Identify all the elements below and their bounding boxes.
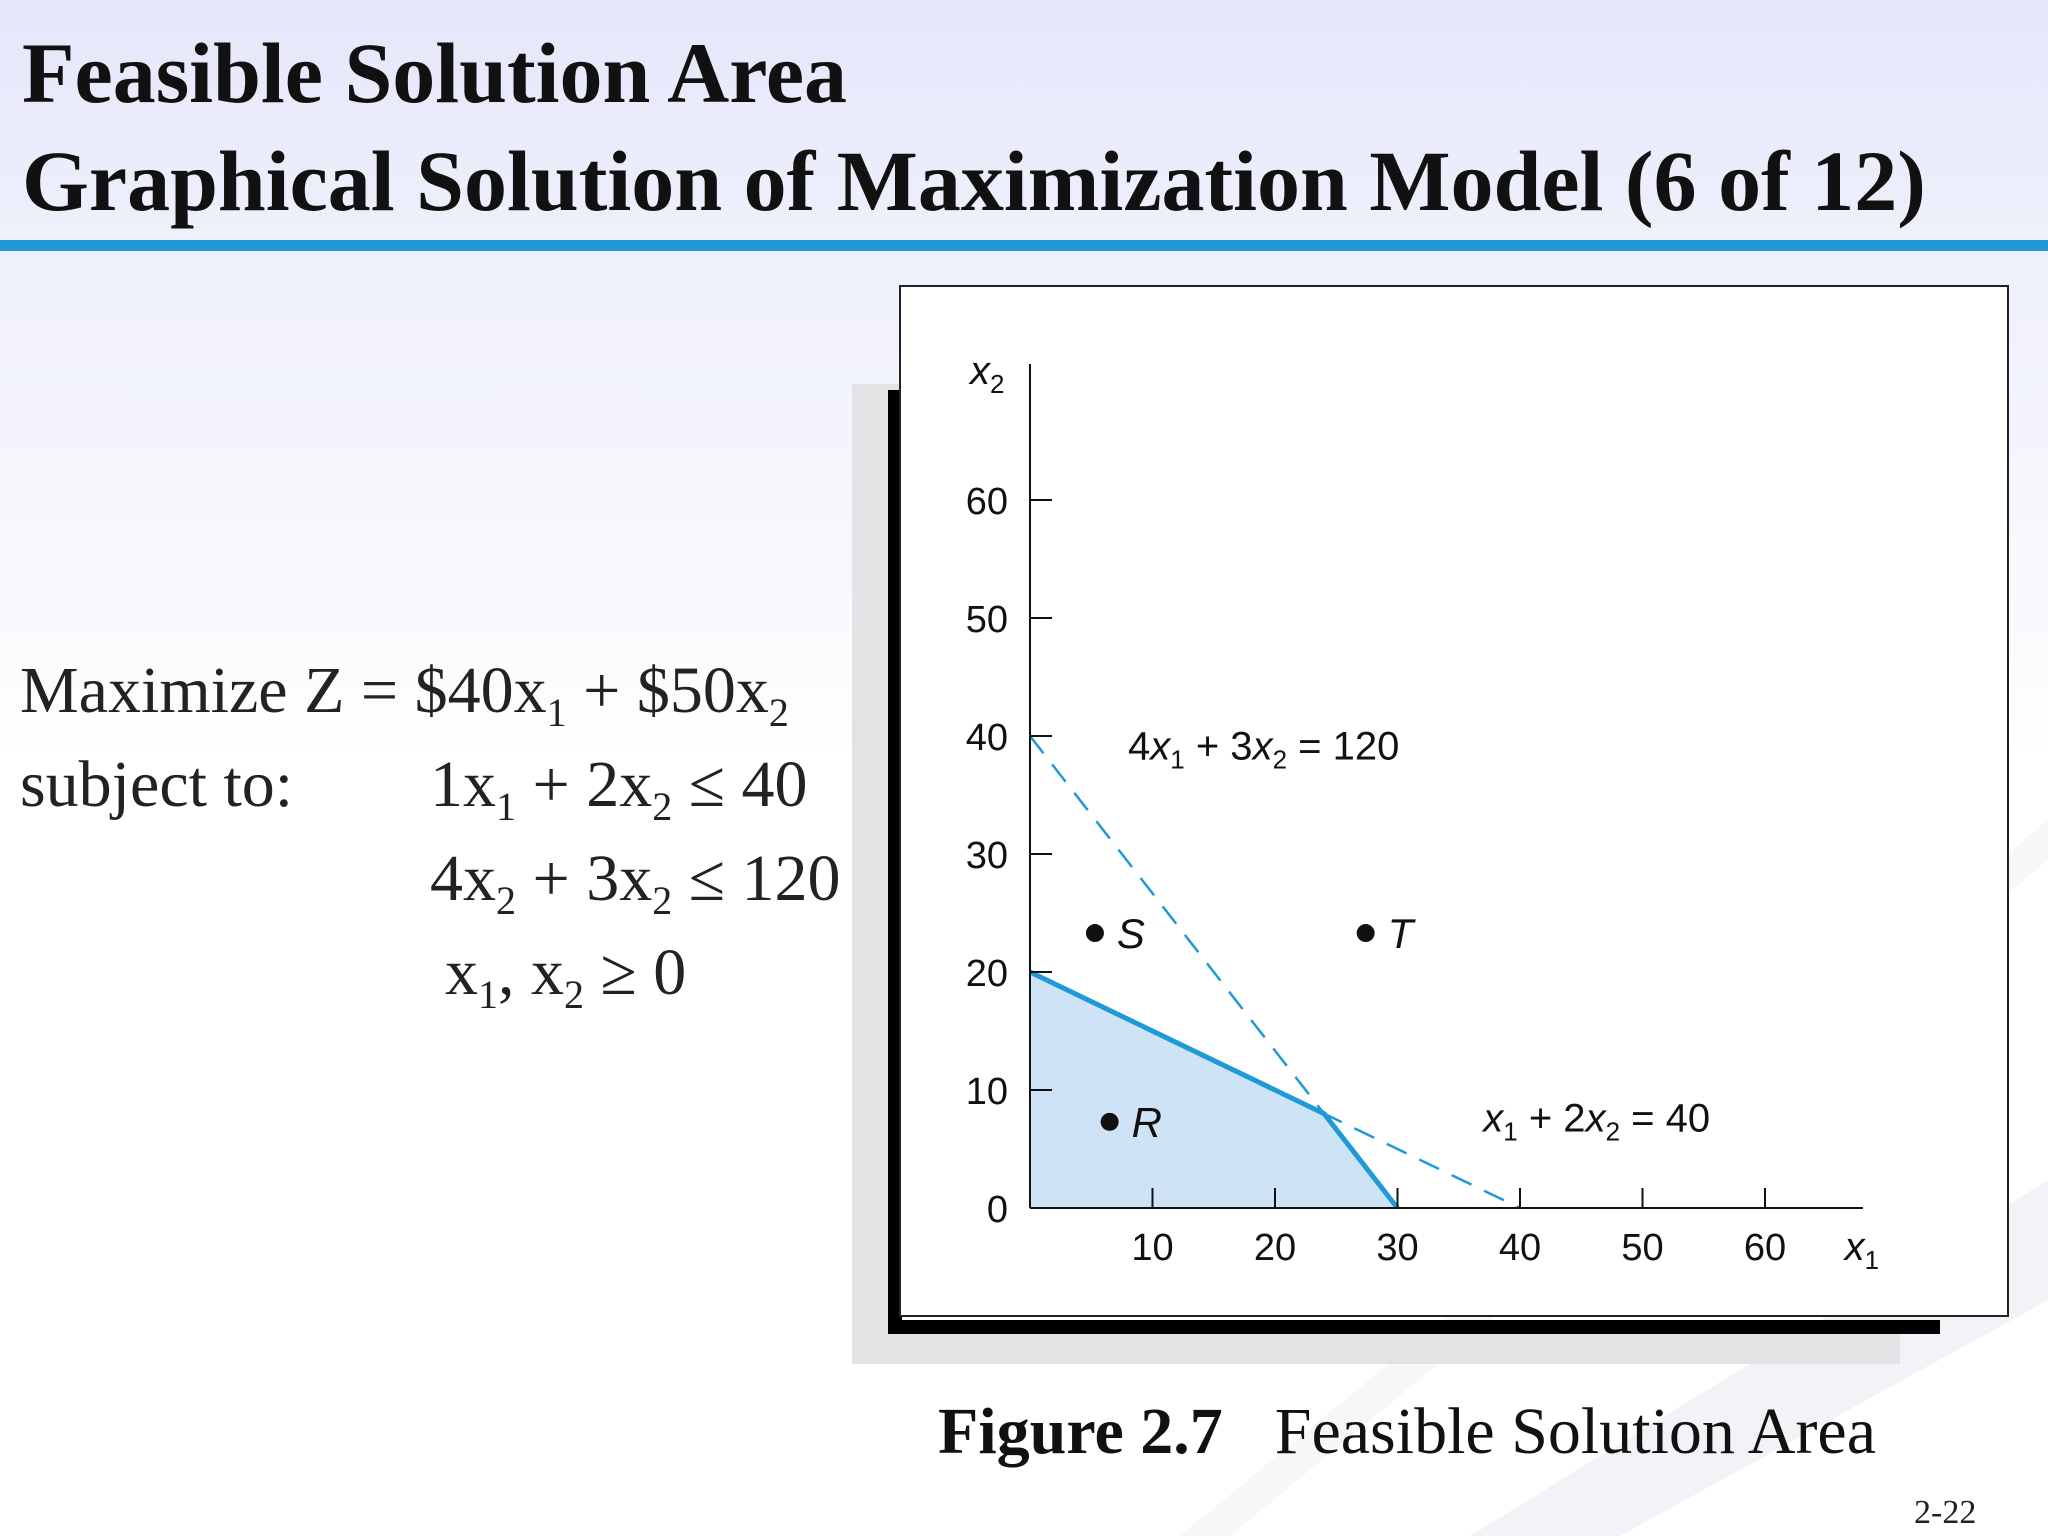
nonnegativity-constraint: x1, x2 ≥ 0: [445, 936, 687, 1017]
point-r: [1100, 1112, 1119, 1131]
figure-caption: Figure 2.7 Feasible Solution Area: [938, 1394, 1876, 1470]
page-number: 2-22: [1914, 1494, 1977, 1531]
figure-number: Figure 2.7: [938, 1395, 1223, 1468]
slide-title: Feasible Solution Area: [22, 25, 848, 121]
panel-border-left: [888, 390, 902, 1334]
point-t: [1356, 924, 1375, 943]
constraint-label-1: 4x1​ + 3x2​ = 120: [1128, 725, 1399, 775]
constraint-line-1: [1029, 735, 1399, 1209]
point-label-t: T: [1388, 910, 1417, 957]
y-tick-label: 50: [966, 599, 1008, 641]
title-underline: [0, 240, 2048, 251]
point-s: [1085, 924, 1104, 943]
figure-caption-text: Feasible Solution Area: [1274, 1395, 1877, 1468]
subject-to-label: subject to:: [20, 748, 294, 821]
point-label-r: R: [1132, 1099, 1162, 1146]
constraint-line-2: [1029, 970, 1521, 1210]
x-tick-label: 30: [1376, 1227, 1418, 1269]
feasible-region-chart: 0 10 20 30 40 50 60 10 20 30 40 50 60 x2​ x1​ 4x1​ + 3…: [852, 285, 2009, 1364]
y-tick-label: 10: [966, 1071, 1008, 1113]
feasible-region: [1030, 972, 1398, 1208]
x-tick-label: 20: [1254, 1227, 1296, 1269]
y-tick-label: 40: [966, 717, 1008, 759]
y-tick-label: 0: [987, 1189, 1008, 1231]
y-tick-label: 60: [966, 481, 1008, 523]
constraint-label-2: x1​ + 2x2​ = 40: [1481, 1096, 1710, 1146]
constraint-clay: 4x2 + 3x2 ≤ 120: [430, 842, 841, 923]
y-axis-label: x2​: [968, 349, 1004, 399]
x-tick-label: 50: [1621, 1227, 1663, 1269]
slide-subtitle: Graphical Solution of Maximization Model…: [22, 133, 1926, 229]
y-tick-label: 20: [966, 953, 1008, 995]
panel-border-bottom: [888, 1320, 1940, 1334]
constraint-labor: 1x1 + 2x2 ≤ 40: [430, 748, 808, 829]
objective-function: Maximize Z = $40x1 + $50x2: [20, 654, 789, 735]
x-tick-label: 40: [1499, 1227, 1541, 1269]
point-label-s: S: [1117, 910, 1145, 957]
x-axis-label: x1​: [1843, 1225, 1879, 1275]
x-tick-label: 60: [1744, 1227, 1786, 1269]
x-tick-label: 10: [1131, 1227, 1173, 1269]
y-tick-label: 30: [966, 835, 1008, 877]
